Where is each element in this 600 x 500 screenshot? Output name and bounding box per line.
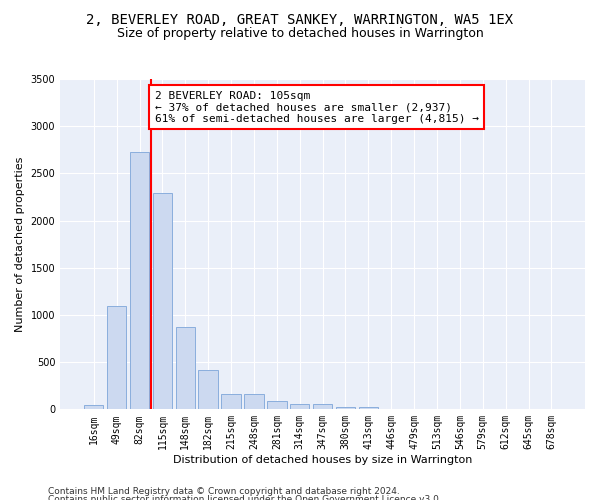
Bar	[221, 394, 241, 409]
X-axis label: Distribution of detached houses by size in Warrington: Distribution of detached houses by size …	[173, 455, 472, 465]
Bar	[313, 404, 332, 409]
Text: Size of property relative to detached houses in Warrington: Size of property relative to detached ho…	[116, 28, 484, 40]
Text: 2 BEVERLEY ROAD: 105sqm
← 37% of detached houses are smaller (2,937)
61% of semi: 2 BEVERLEY ROAD: 105sqm ← 37% of detache…	[155, 90, 479, 124]
Bar	[84, 404, 103, 409]
Y-axis label: Number of detached properties: Number of detached properties	[15, 156, 25, 332]
Bar	[199, 370, 218, 410]
Bar	[176, 327, 195, 409]
Bar	[336, 406, 355, 410]
Bar	[152, 193, 172, 410]
Text: Contains HM Land Registry data © Crown copyright and database right 2024.: Contains HM Land Registry data © Crown c…	[48, 488, 400, 496]
Bar	[130, 152, 149, 410]
Bar	[267, 401, 287, 409]
Bar	[290, 404, 310, 409]
Bar	[359, 406, 378, 410]
Bar	[107, 306, 127, 410]
Text: Contains public sector information licensed under the Open Government Licence v3: Contains public sector information licen…	[48, 495, 442, 500]
Text: 2, BEVERLEY ROAD, GREAT SANKEY, WARRINGTON, WA5 1EX: 2, BEVERLEY ROAD, GREAT SANKEY, WARRINGT…	[86, 12, 514, 26]
Bar	[244, 394, 263, 409]
